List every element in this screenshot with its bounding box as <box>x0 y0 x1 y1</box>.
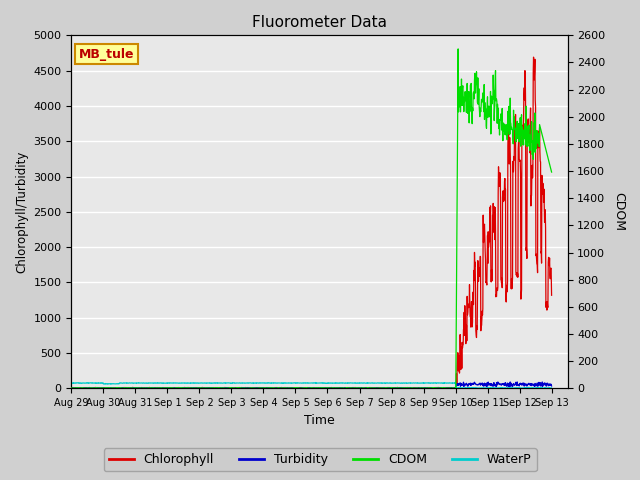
Y-axis label: CDOM: CDOM <box>612 192 625 231</box>
X-axis label: Time: Time <box>304 414 335 427</box>
Legend: Chlorophyll, Turbidity, CDOM, WaterP: Chlorophyll, Turbidity, CDOM, WaterP <box>104 448 536 471</box>
Y-axis label: Chlorophyll/Turbidity: Chlorophyll/Turbidity <box>15 151 28 273</box>
Text: MB_tule: MB_tule <box>79 48 134 60</box>
Title: Fluorometer Data: Fluorometer Data <box>252 15 387 30</box>
